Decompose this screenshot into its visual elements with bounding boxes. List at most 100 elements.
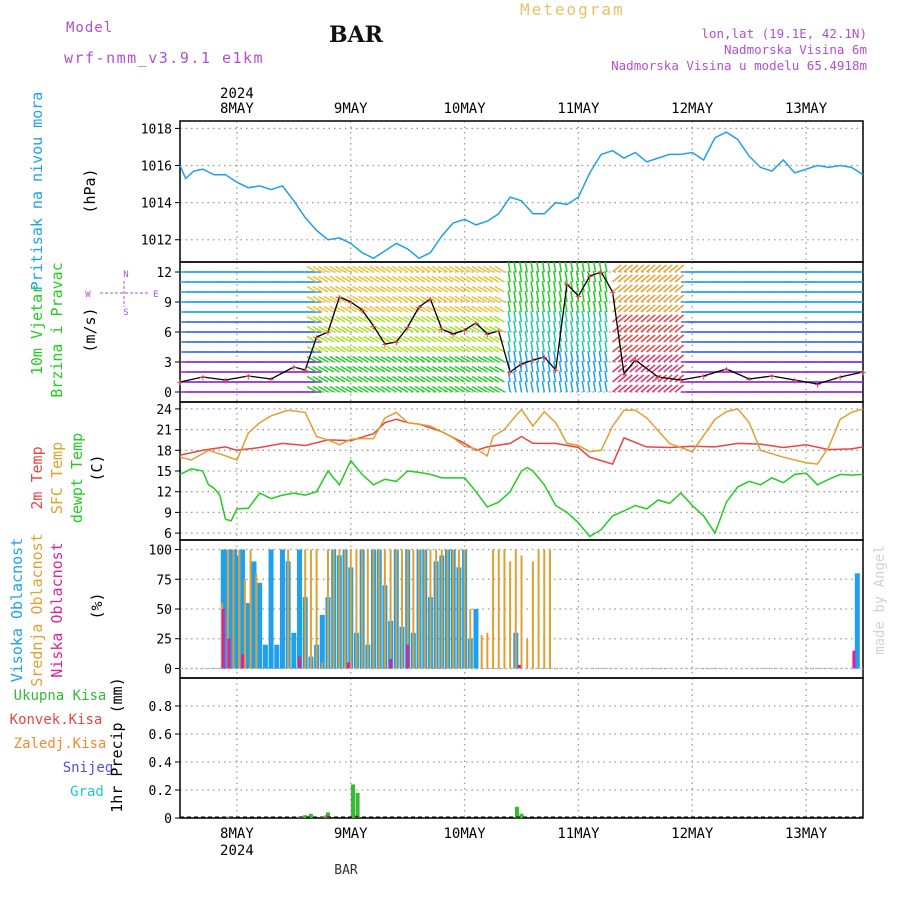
- wind-barb: [634, 374, 645, 383]
- wind-barb: [392, 265, 403, 273]
- wind-barb: [471, 265, 483, 273]
- wind-barb: [598, 331, 602, 343]
- wind-barb: [369, 355, 380, 363]
- cloud-mid-bar: [378, 549, 381, 669]
- wind-ytick-label: 9: [164, 296, 172, 311]
- wind-barb: [471, 365, 483, 373]
- wind-barb: [380, 295, 391, 303]
- wind-barb: [657, 304, 668, 313]
- wind-barb: [629, 324, 639, 333]
- wind-barb: [340, 385, 352, 393]
- wind-barb: [483, 265, 494, 273]
- wind-barb: [581, 341, 585, 353]
- wind-gust-marker: +: [416, 301, 423, 314]
- wind-barb: [323, 385, 335, 393]
- wind-barb: [587, 262, 591, 273]
- wind-gust-marker: +: [655, 371, 662, 384]
- cloud-mid-bar: [238, 549, 241, 669]
- wind-barb: [547, 331, 551, 343]
- wind-barb: [494, 335, 505, 343]
- compass-south: S: [123, 308, 128, 318]
- pressure-panel: 1012 1014 1016 1018 Pritisak na nivou mora (h…: [28, 92, 864, 290]
- wind-barb: [634, 294, 645, 303]
- wind-barb: [306, 285, 317, 293]
- wind-barb: [426, 385, 437, 393]
- cloud-mid-bar: [531, 561, 534, 669]
- wind-barb: [674, 334, 685, 343]
- wind-barb: [617, 294, 628, 303]
- wind-barb: [352, 295, 363, 303]
- wind-barb: [674, 324, 685, 333]
- wind-barb: [386, 275, 397, 283]
- wind-barb: [483, 305, 494, 313]
- wind-barb: [623, 344, 633, 353]
- wind-barb: [329, 355, 340, 363]
- wind-barb: [340, 335, 352, 343]
- wind-barb: [553, 341, 557, 353]
- wind-barb: [386, 305, 397, 313]
- wind-barb: [352, 385, 363, 393]
- wind-barb: [386, 385, 397, 393]
- cloud-mid-bar: [315, 549, 318, 669]
- temperature-ytick-label: 18: [156, 444, 172, 459]
- wind-barb: [466, 385, 477, 393]
- wind-barb: [592, 371, 597, 383]
- wind-barb: [581, 311, 585, 323]
- wind-barb: [646, 374, 656, 383]
- cloud-mid-bar: [326, 549, 329, 669]
- wind-barb: [318, 335, 329, 343]
- wind-barb: [623, 324, 633, 333]
- wind-barb: [312, 385, 323, 393]
- wind-barb: [669, 364, 679, 373]
- model-elevation-text: Nadmorska Visina u modelu 65.4918m: [611, 58, 867, 73]
- wind-gust-marker: +: [575, 290, 582, 303]
- wind-barb: [306, 275, 317, 283]
- wind-barb: [352, 375, 363, 383]
- wind-barb: [374, 295, 386, 303]
- wind-barb: [318, 385, 329, 393]
- wind-barb: [513, 262, 517, 273]
- wind-barb: [369, 385, 380, 393]
- cloud-mid-bar: [412, 549, 415, 669]
- wind-barb: [612, 304, 622, 313]
- wind-barb: [488, 375, 500, 383]
- wind-barb: [420, 375, 431, 383]
- wind-barb: [646, 314, 656, 323]
- wind-barb: [363, 265, 374, 273]
- wind-barb: [513, 321, 517, 333]
- cloud-low-bar: [221, 609, 225, 669]
- wind-barb: [575, 381, 580, 393]
- cloud-low-bar: [389, 658, 393, 669]
- wind-barb: [564, 301, 568, 313]
- wind-barb: [553, 281, 557, 293]
- wind-barb: [598, 321, 602, 333]
- cloud-mid-bar: [389, 549, 392, 669]
- wind-barb: [340, 345, 352, 353]
- wind-gust-marker: +: [461, 324, 468, 337]
- wind-barb: [564, 341, 568, 353]
- wind-barb: [380, 325, 391, 333]
- wind-barb: [651, 284, 662, 293]
- cloud-mid-bar: [226, 549, 229, 669]
- wind-barb: [306, 355, 317, 363]
- wind-barb: [431, 285, 443, 293]
- wind-barb: [443, 325, 454, 333]
- wind-barb: [352, 325, 363, 333]
- top-year-label: 2024: [220, 86, 254, 102]
- wind-barb: [674, 264, 685, 273]
- wind-axis-label-2: Brzina i Pravac: [48, 262, 66, 397]
- wind-barb: [553, 351, 557, 363]
- wind-barb: [634, 344, 645, 353]
- wind-barb: [604, 341, 608, 353]
- wind-barb: [357, 325, 369, 333]
- wind-barb: [369, 345, 380, 353]
- cloud-mid-bar: [497, 549, 500, 669]
- cloud-mid-bar: [435, 549, 438, 669]
- wind-barb: [674, 374, 685, 383]
- wind-barb: [386, 285, 397, 293]
- wind-barb: [380, 375, 391, 383]
- cloud-mid-bar: [349, 549, 352, 669]
- wind-barb: [564, 351, 568, 363]
- wind-barb: [507, 371, 511, 383]
- wind-barb: [403, 295, 414, 303]
